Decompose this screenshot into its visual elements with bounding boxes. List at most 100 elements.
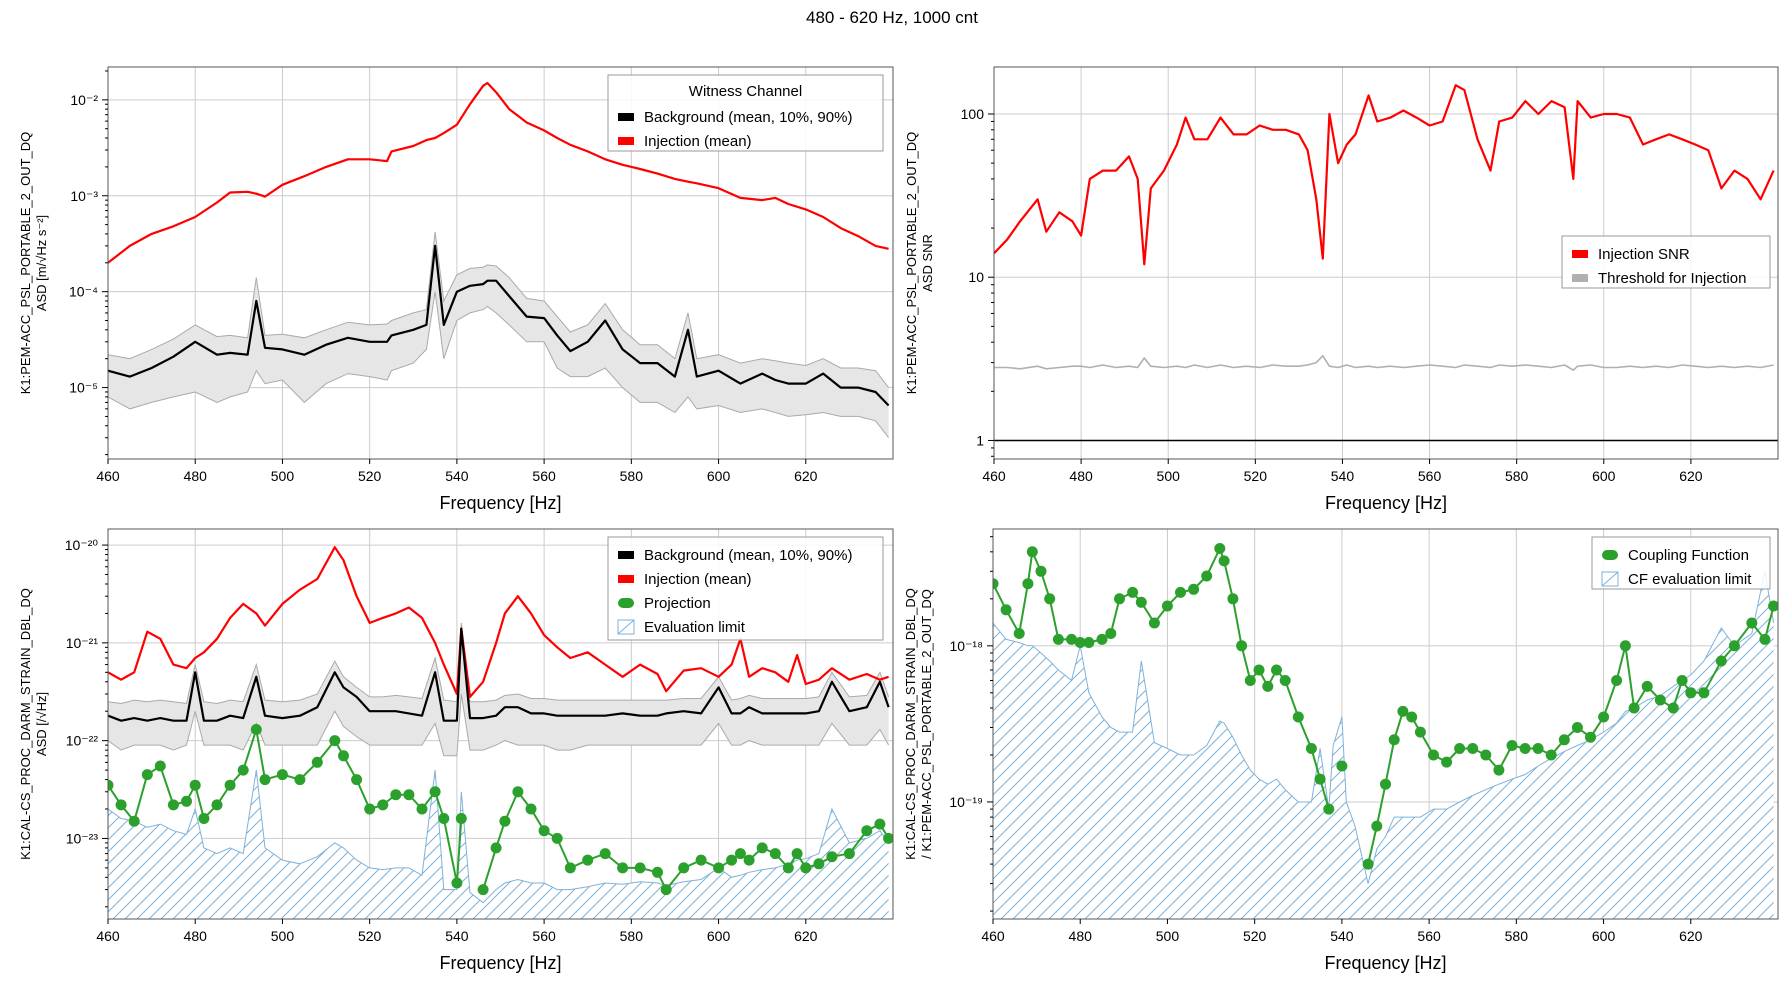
evaluation-limit-line [993,571,1775,884]
data-point [490,842,502,854]
legend-swatch [618,575,634,583]
data-point [1676,675,1688,686]
y-axis-label-line: ASD SNR [920,234,935,292]
data-point [1467,743,1479,754]
data-point [259,774,271,786]
data-point [756,842,768,854]
data-point [1279,675,1291,686]
x-tick-label: 560 [532,468,556,484]
background-90-line [108,231,889,388]
data-point [1262,680,1274,692]
background-90-line [108,622,890,705]
data-point [1218,555,1230,567]
x-tick-label: 600 [1592,468,1616,484]
legend-frame [607,74,884,152]
x-tick-label: 500 [271,928,295,944]
evaluation-limit-area [993,571,1774,919]
legend-swatch [618,137,634,145]
y-tick-label: 10⁻² [70,92,98,108]
data-point [1013,628,1025,639]
data-point [338,750,349,762]
data-point [115,799,127,811]
data-point [843,848,855,860]
legend-label: CF evaluation limit [1628,571,1752,588]
data-point [1698,687,1710,699]
x-tick-label: 500 [1157,468,1181,484]
legend-label: Coupling Function [1628,547,1749,564]
data-point [800,862,812,874]
data-point [1641,680,1653,692]
x-tick-label: 460 [96,468,120,484]
data-point [861,825,873,837]
data-point [538,825,550,837]
data-point [1044,593,1056,605]
axes-frame [992,528,1779,920]
data-point [769,848,781,860]
legend-label: Threshold for Injection [1598,270,1746,287]
panel-snr: 460 480 500 520 540 560 580 600 620 1 10 100 Frequen… [904,66,1779,513]
legend-frame [607,536,884,641]
legend-marker [618,598,634,608]
x-axis-label: Frequency [Hz] [1325,493,1447,513]
data-point [1654,694,1666,706]
data-point [1619,640,1631,652]
legend-swatch [618,113,634,121]
x-axis-label: Frequency [Hz] [439,493,561,513]
data-point [1214,543,1226,554]
data-point [1598,711,1610,723]
x-tick-label: 580 [620,928,644,944]
data-point [1292,711,1304,723]
plot-content [994,84,1778,442]
data-point [1493,764,1505,776]
data-point [276,769,288,781]
data-point [154,760,166,772]
plot-content [108,546,893,919]
data-point [1532,743,1544,754]
y-tick-label: 10⁻⁴ [69,284,98,300]
data-point [377,799,389,811]
x-tick-label: 580 [620,468,644,484]
data-point [564,862,576,874]
data-point [1759,633,1771,645]
data-point [1715,655,1727,667]
data-point [826,851,838,863]
data-point [108,779,114,791]
data-point [1000,604,1012,616]
data-point [1362,858,1374,870]
data-point [1558,734,1570,746]
series-line-injection-mean- [108,81,889,264]
data-point [1480,749,1492,761]
data-point [438,813,450,824]
data-point [1585,731,1596,743]
data-point [1127,586,1139,598]
data-point [1667,702,1679,714]
x-tick-label: 580 [1505,928,1529,944]
data-point [1188,583,1200,595]
legend-frame [1591,536,1771,590]
panel-coupling: 460 480 500 520 540 560 580 600 620 10⁻¹⁹ 10⁻¹⁸ Fre… [903,528,1779,973]
x-tick-label: 540 [1331,468,1355,484]
axes-frame [107,528,894,920]
data-point [1571,722,1583,733]
panel-darm: 460 480 500 520 540 560 580 600 620 10⁻²³ 10⁻²² 10⁻… [18,528,894,973]
data-point [1114,593,1125,605]
data-point [477,884,489,896]
data-point [525,803,537,815]
data-point [1066,633,1077,645]
data-point [1022,578,1034,590]
y-tick-label: 10⁻²³ [66,830,99,846]
data-point [993,578,999,590]
x-tick-label: 480 [1069,468,1093,484]
y-axis-label: K1:PEM-ACC_PSL_PORTABLE_2_OUT_DQASD [m/√… [18,132,49,395]
data-point [211,799,223,811]
data-point [1768,600,1778,612]
data-point [451,877,463,889]
x-tick-label: 480 [184,468,208,484]
data-point [141,769,153,781]
data-point [1414,726,1426,738]
data-point [1336,760,1348,772]
data-point [1519,743,1531,754]
legend-label: Injection (mean) [644,571,752,588]
plot-content [108,81,890,439]
data-point [1441,756,1453,768]
